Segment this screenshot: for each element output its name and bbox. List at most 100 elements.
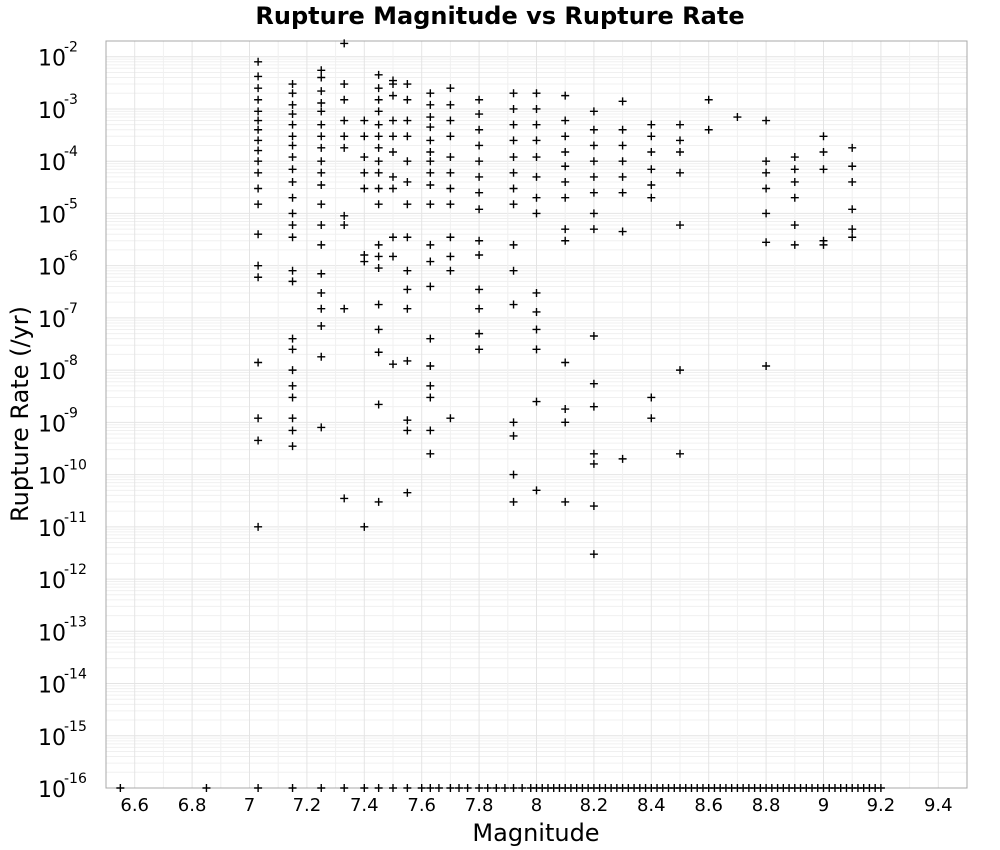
data-points: [116, 39, 885, 792]
x-tick-label: 8.2: [580, 795, 609, 816]
data-point: [403, 426, 412, 435]
data-point: [340, 211, 349, 220]
data-point: [446, 184, 455, 193]
data-point: [426, 200, 435, 209]
data-point: [288, 165, 297, 174]
data-point: [426, 147, 435, 156]
data-point: [254, 168, 263, 177]
y-tick-exponent: -14: [64, 667, 87, 683]
data-point: [819, 165, 828, 174]
data-point: [475, 205, 484, 214]
data-point: [676, 449, 684, 458]
data-point: [589, 107, 598, 116]
data-point: [317, 352, 326, 361]
data-point: [762, 116, 771, 125]
data-point: [317, 66, 326, 75]
y-tick-label: 10-15: [38, 719, 87, 751]
x-tick-label: 8.4: [637, 795, 666, 816]
data-point: [389, 80, 397, 89]
data-point: [589, 188, 598, 197]
data-point: [500, 784, 509, 792]
data-point: [254, 72, 263, 81]
data-point: [509, 120, 518, 129]
y-tick-label: 10-14: [38, 667, 87, 699]
y-tick-exponent: -2: [64, 40, 78, 56]
data-point: [848, 177, 857, 186]
data-point: [340, 39, 349, 48]
data-point: [704, 95, 713, 104]
data-point: [618, 227, 627, 236]
data-point: [532, 172, 541, 181]
data-point: [762, 209, 771, 218]
data-point: [360, 257, 369, 266]
data-point: [403, 416, 412, 425]
data-point: [288, 345, 297, 354]
data-point: [288, 442, 297, 451]
data-point: [647, 120, 656, 129]
data-point: [426, 240, 435, 249]
data-point: [288, 277, 297, 286]
y-tick-base: 10: [38, 256, 66, 281]
data-point: [475, 141, 484, 150]
y-tick-base: 10: [38, 412, 66, 437]
data-point: [360, 784, 369, 792]
data-point: [340, 143, 349, 152]
y-tick-exponent: -10: [64, 458, 87, 474]
data-point: [403, 488, 412, 497]
data-point: [589, 459, 598, 468]
y-tick-base: 10: [38, 778, 66, 803]
data-point: [509, 497, 518, 506]
data-point: [446, 252, 455, 261]
data-point: [403, 95, 412, 104]
data-point: [561, 147, 570, 156]
data-point: [561, 116, 570, 125]
y-tick-label: 10-2: [38, 40, 78, 72]
data-point: [561, 358, 570, 367]
data-point: [647, 181, 656, 190]
y-tick-exponent: -7: [64, 301, 78, 317]
y-tick-exponent: -16: [64, 771, 87, 787]
data-point: [561, 91, 570, 100]
y-tick-label: 10-7: [38, 301, 78, 333]
data-point: [790, 153, 799, 162]
data-point: [509, 153, 518, 162]
data-point: [532, 136, 541, 145]
data-point: [403, 132, 412, 141]
data-point: [254, 95, 263, 104]
data-point: [561, 405, 570, 414]
data-point: [288, 110, 297, 119]
data-point: [426, 334, 435, 343]
data-point: [426, 168, 435, 177]
data-point: [403, 200, 412, 209]
data-point: [589, 225, 598, 234]
data-point: [254, 358, 263, 367]
data-point: [561, 418, 570, 427]
data-point: [403, 157, 412, 166]
y-tick-label: 10-16: [38, 771, 87, 803]
data-point: [819, 147, 828, 156]
data-point: [254, 261, 263, 270]
y-tick-exponent: -6: [64, 249, 78, 265]
data-point: [589, 172, 598, 181]
data-point: [389, 184, 397, 193]
data-point: [463, 784, 472, 792]
data-point: [340, 80, 349, 89]
data-point: [317, 304, 326, 313]
data-point: [254, 200, 263, 209]
x-tick-label: 8.8: [752, 795, 781, 816]
data-point: [589, 502, 598, 511]
x-tick-label: 6.8: [178, 795, 207, 816]
data-point: [446, 233, 455, 242]
data-point: [288, 89, 297, 98]
x-tick-label: 9.2: [867, 795, 896, 816]
data-point: [374, 300, 383, 309]
data-point: [676, 366, 684, 375]
data-point: [848, 162, 857, 171]
data-point: [254, 273, 263, 282]
y-tick-base: 10: [38, 308, 66, 333]
data-point: [589, 402, 598, 411]
data-point: [254, 157, 263, 166]
data-point: [389, 360, 397, 369]
data-point: [340, 221, 349, 230]
data-point: [475, 784, 484, 792]
